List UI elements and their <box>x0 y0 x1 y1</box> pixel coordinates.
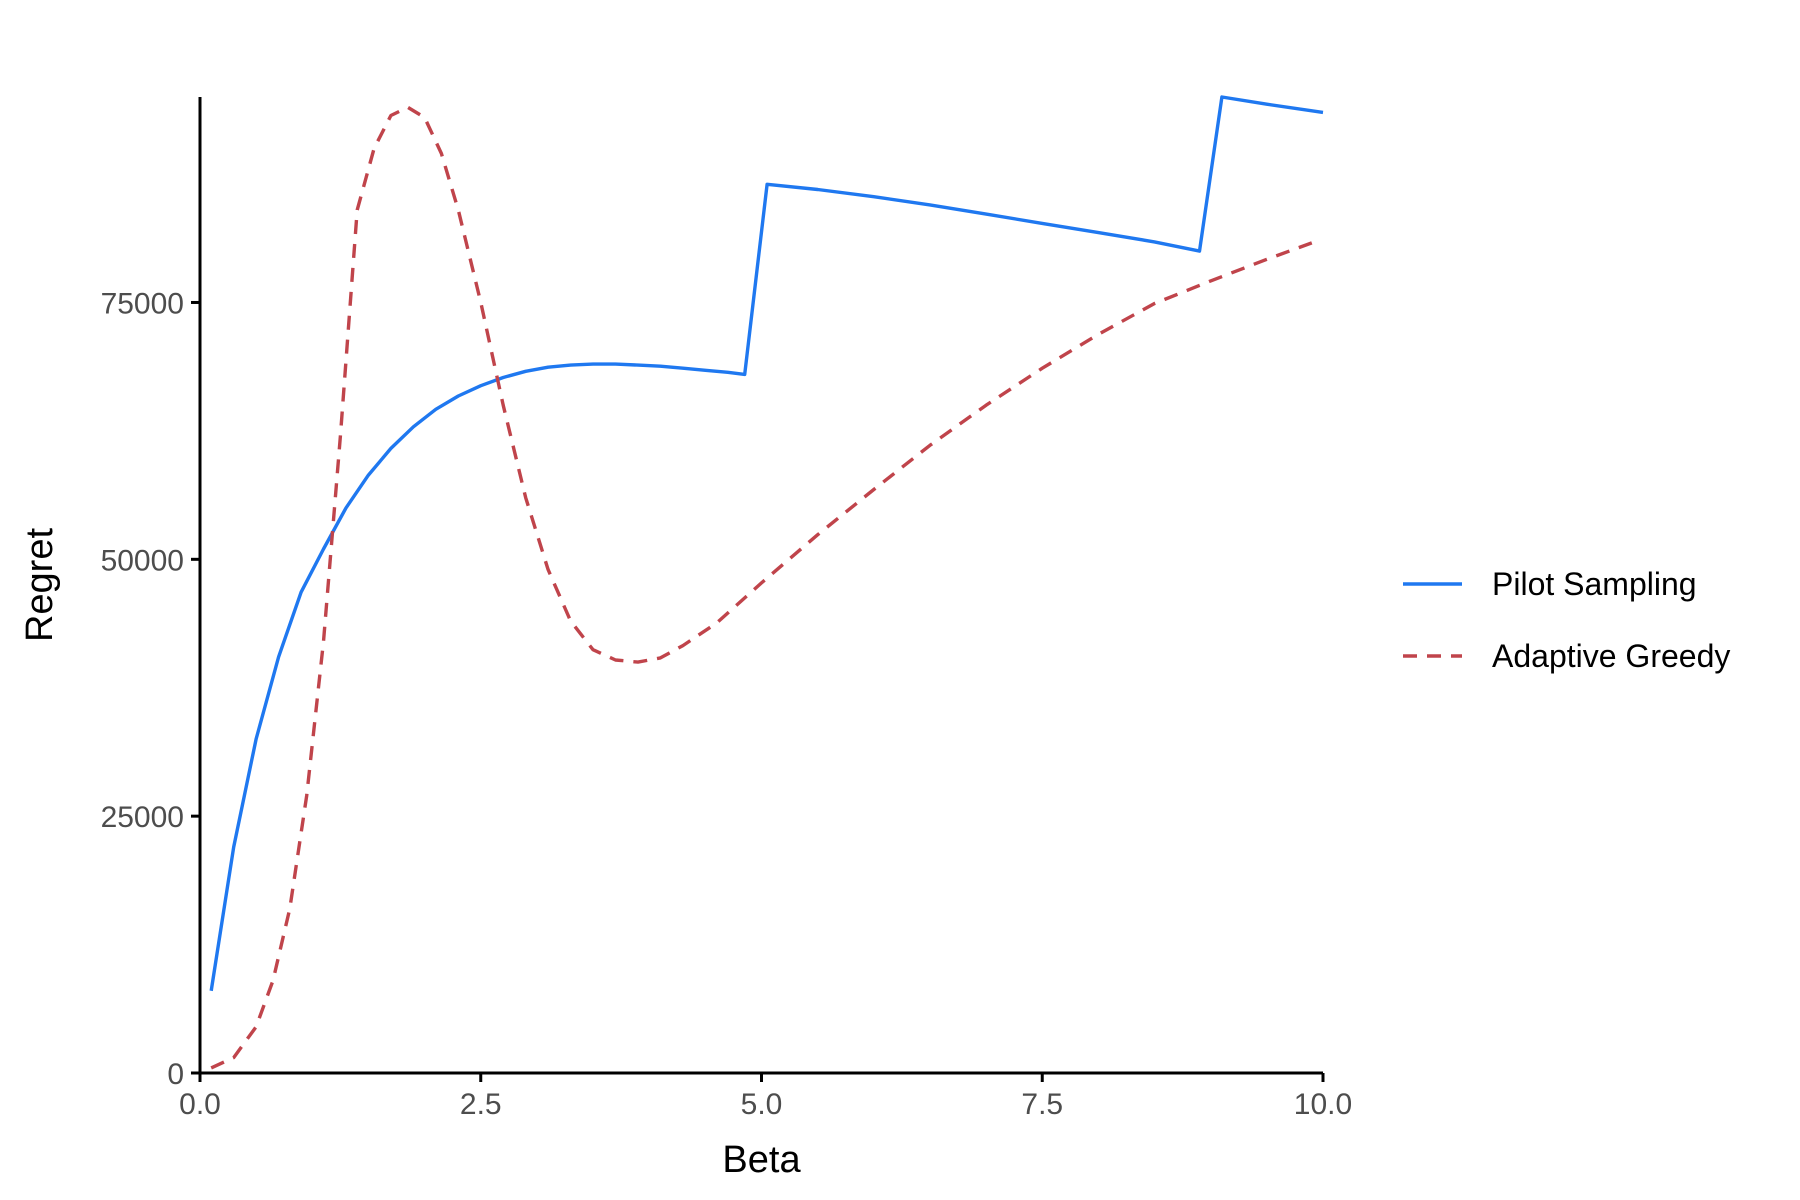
plot-area <box>209 95 1324 1070</box>
x-tick-label: 2.5 <box>460 1088 502 1121</box>
y-tick-label: 25000 <box>101 801 184 834</box>
x-tick-label: 7.5 <box>1021 1088 1063 1121</box>
series-line-pilot-sampling <box>209 95 1324 992</box>
x-tick-label: 5.0 <box>741 1088 783 1121</box>
legend-label: Adaptive Greedy <box>1492 638 1730 674</box>
x-axis-title: Beta <box>722 1139 801 1181</box>
x-tick-label: 10.0 <box>1294 1088 1352 1121</box>
legend-label: Pilot Sampling <box>1492 566 1697 602</box>
y-tick-label: 0 <box>167 1058 184 1091</box>
series-line-adaptive-greedy <box>210 105 1313 1070</box>
legend: Pilot Sampling Adaptive Greedy <box>1403 566 1730 674</box>
y-tick-label: 50000 <box>101 544 184 577</box>
y-axis-title: Regret <box>19 528 61 642</box>
y-tick-label: 75000 <box>101 287 184 320</box>
axes: 0.0 2.5 5.0 7.5 10.0 0 25000 50000 75000 <box>101 97 1352 1121</box>
x-tick-label: 0.0 <box>179 1088 221 1121</box>
